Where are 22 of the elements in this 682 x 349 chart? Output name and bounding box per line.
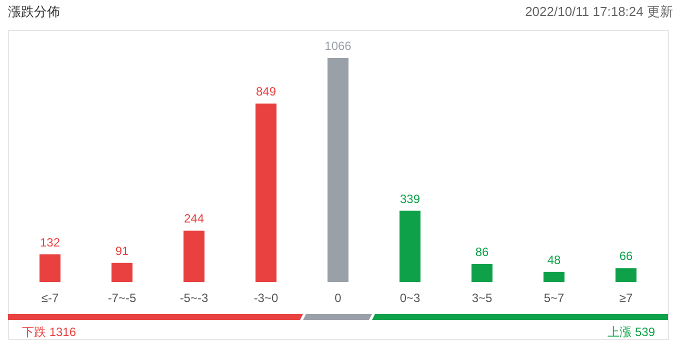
x-tick-label: -7~-5 xyxy=(108,291,136,305)
data-label: 339 xyxy=(400,192,420,206)
data-label: 244 xyxy=(184,212,204,226)
x-tick-label: -3~0 xyxy=(254,291,278,305)
x-tick-label: -5~-3 xyxy=(180,291,208,305)
x-tick-label: 0~3 xyxy=(400,291,420,305)
annotation: 下跌 1316 xyxy=(22,325,76,339)
x-tick-label: ≥7 xyxy=(619,291,633,305)
x-tick-label: 5~7 xyxy=(544,291,564,305)
annotation: 上漲 539 xyxy=(608,325,655,339)
data-label: 132 xyxy=(40,235,60,250)
x-tick-label: ≤-7 xyxy=(41,291,59,305)
title: 漲跌分佈 xyxy=(8,4,60,19)
data-label: 91 xyxy=(115,244,129,258)
annotation: 2022/10/11 17:18:24 更新 xyxy=(525,4,673,19)
data-label: 66 xyxy=(619,249,633,264)
x-tick-label: 0 xyxy=(334,291,342,305)
data-label: 1066 xyxy=(324,39,352,53)
data-label: 48 xyxy=(547,252,561,267)
x-tick-label: 3~5 xyxy=(472,291,492,305)
data-label: 849 xyxy=(256,84,276,99)
data-label: 86 xyxy=(475,244,489,259)
